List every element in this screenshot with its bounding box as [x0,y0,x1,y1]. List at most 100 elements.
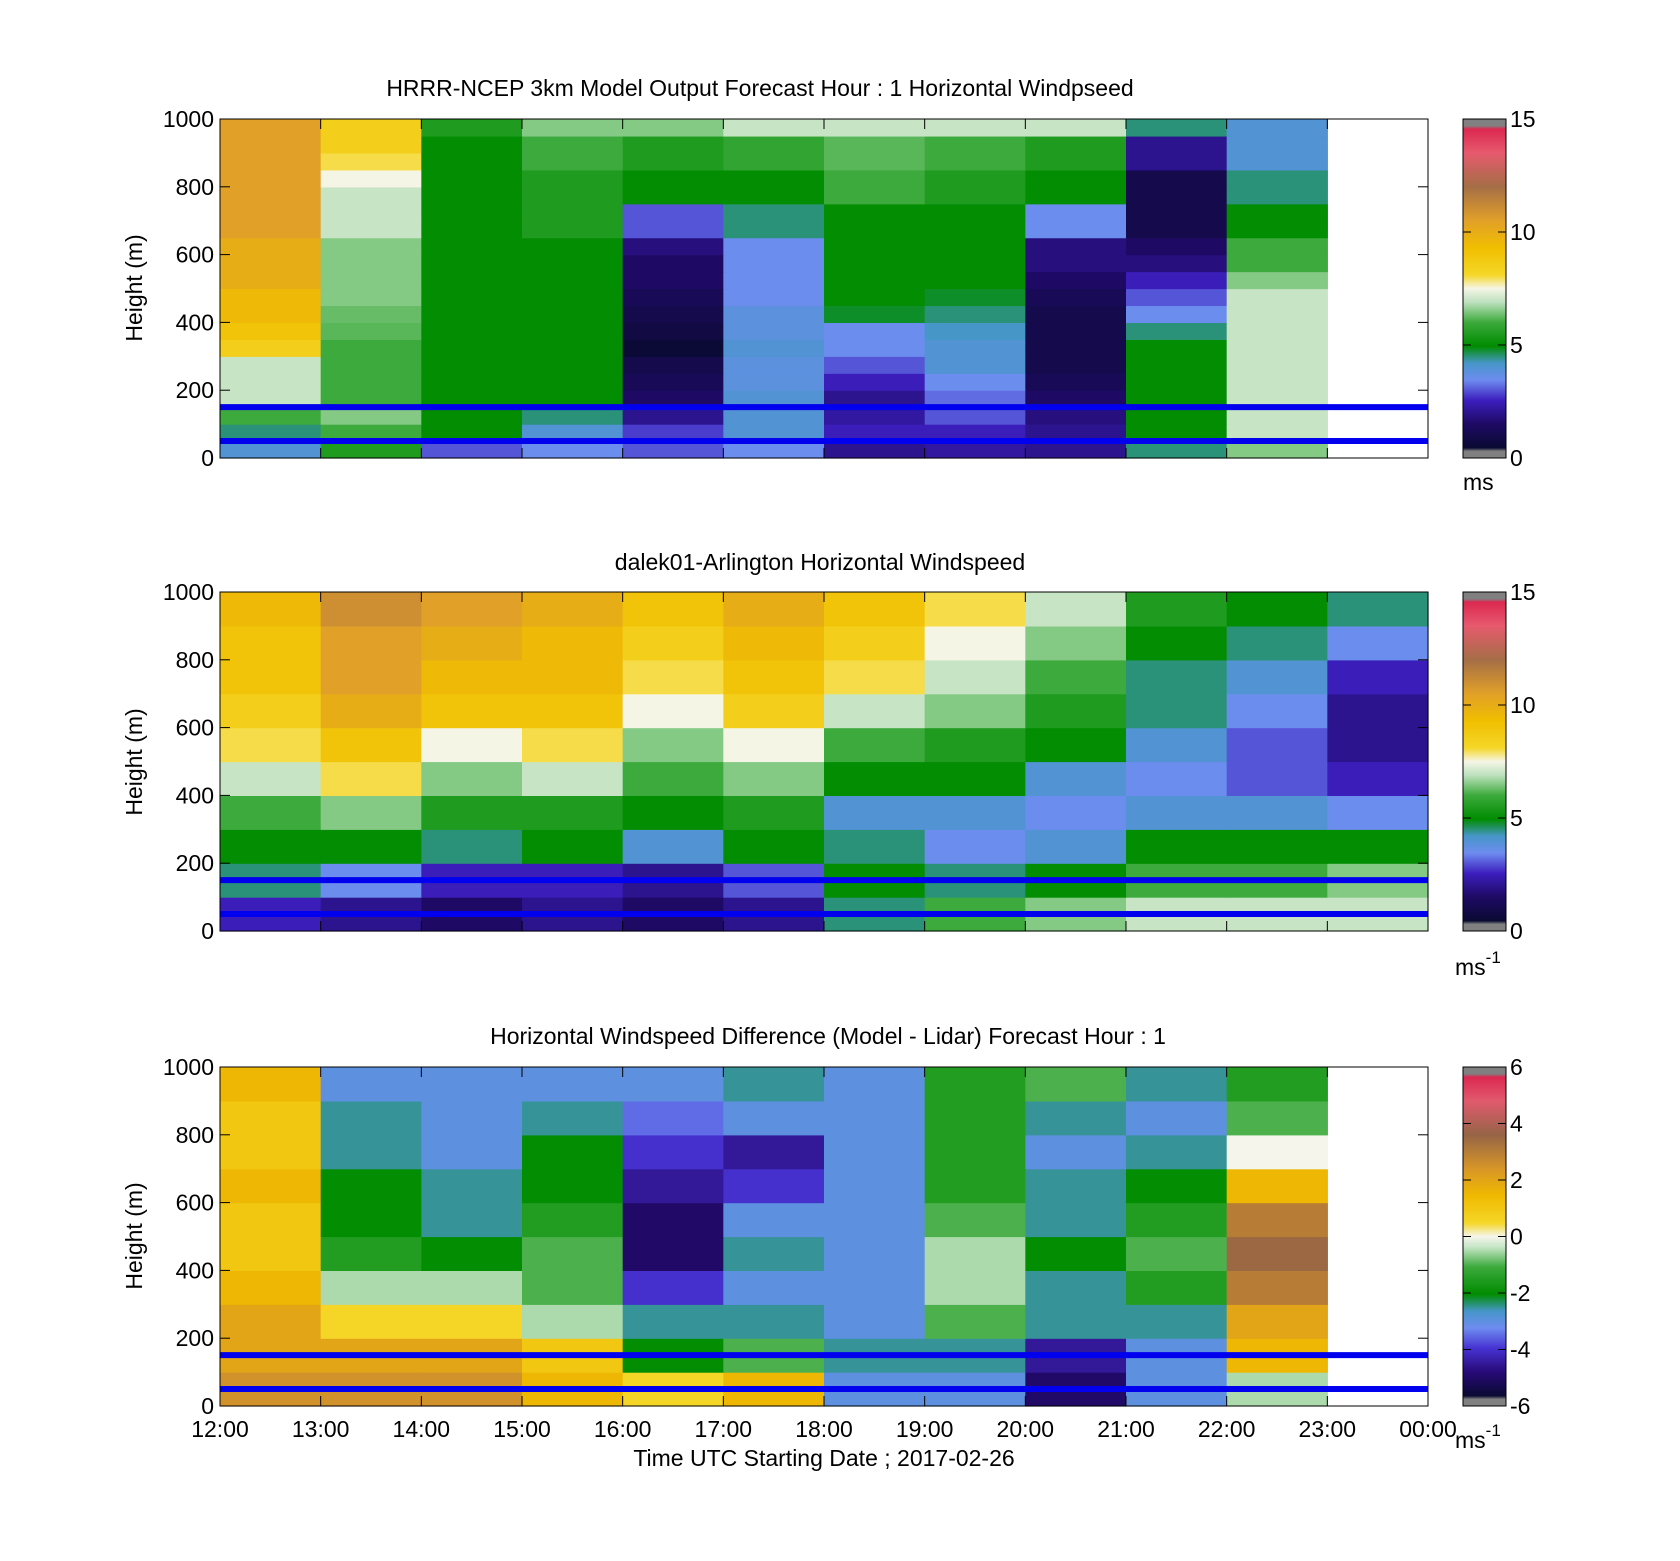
heatmap-cell [824,1134,926,1170]
heatmap-cell [723,288,825,307]
heatmap-cell [1226,237,1328,256]
heatmap-cell [824,659,926,695]
heatmap-cell [622,271,724,290]
heatmap-cell [421,424,523,442]
heatmap-cell [220,305,322,323]
x-tick-label: 22:00 [1198,1416,1256,1442]
heatmap-cell [1025,424,1127,442]
heatmap-cell [220,727,322,763]
panel-title: dalek01-Arlington Horizontal Windspeed [615,549,1025,575]
heatmap-cell [522,625,624,661]
heatmap-cell [824,390,926,408]
heatmap-cell [421,254,523,273]
heatmap-cell [1226,659,1328,695]
y-tick-label: 200 [176,1325,214,1351]
heatmap-cell [824,373,926,391]
heatmap-cell [723,135,825,154]
heatmap-cell [924,322,1026,340]
heatmap-cell [924,795,1026,830]
heatmap-cell [1025,659,1127,695]
heatmap-cell [1025,119,1127,137]
heatmap-cell [421,829,523,864]
heatmap-cell [924,288,1026,307]
heatmap-cell [1025,693,1127,729]
colorbar-tick-label: -4 [1510,1337,1531,1363]
heatmap-cell [220,625,322,661]
heatmap-cell [1126,1236,1228,1271]
heatmap-cell [622,761,724,796]
heatmap-cell [723,1168,825,1204]
heatmap-cell [824,119,926,137]
heatmap-cell [522,1067,624,1102]
colorbar-tick-label: 5 [1510,805,1523,831]
heatmap-cell [320,1100,422,1136]
colorbar-unit-text: ms [1463,469,1494,495]
heatmap-cell [522,1168,624,1204]
heatmap-cell [1025,356,1127,374]
heatmap-cell [622,288,724,307]
heatmap-cell [522,1236,624,1271]
heatmap-cell [824,795,926,830]
heatmap-cell [320,407,422,425]
heatmap-cell [1327,693,1429,729]
heatmap-cell [1226,1270,1328,1305]
heatmap-cells [220,119,1328,459]
heatmap-cell [220,254,322,273]
heatmap-cell [723,373,825,391]
heatmap-cell [1226,761,1328,796]
heatmap-cells [220,1067,1328,1407]
heatmap-cell [1126,1270,1228,1305]
colorbar-tick-label: 10 [1510,692,1536,718]
heatmap-cell [522,271,624,290]
heatmap-cell [723,727,825,763]
heatmap-cell [220,152,322,171]
heatmap-cell [723,390,825,408]
heatmap-cell [1025,271,1127,290]
heatmap-cell [1327,727,1429,763]
heatmap-cell [1126,373,1228,391]
heatmap-cell [824,424,926,442]
heatmap-cell [320,659,422,695]
heatmap-cell [1126,795,1228,830]
heatmap-cell [723,1236,825,1271]
colorbar-unit: ms [1463,469,1494,495]
heatmap-cell [220,119,322,137]
heatmap-cell [1126,119,1228,137]
heatmap-cell [1025,322,1127,340]
heatmap-cell [320,727,422,763]
heatmap-cell [924,625,1026,661]
heatmap-cell [320,322,422,340]
heatmap-cell [924,1236,1026,1271]
heatmap-cell [1126,1100,1228,1136]
heatmap-cell [421,795,523,830]
heatmap-cell [824,169,926,188]
colorbar-tick-label: 2 [1510,1167,1523,1193]
heatmap-cell [723,356,825,374]
heatmap-cell [622,407,724,425]
heatmap-cell [220,186,322,205]
heatmap-cell [522,356,624,374]
heatmap-cell [1226,271,1328,290]
heatmap-cell [522,305,624,323]
heatmap-cell [522,152,624,171]
heatmap-cell [220,1100,322,1136]
heatmap-cell [220,271,322,290]
heatmap-cell [522,169,624,188]
heatmap-cell [1126,271,1228,290]
heatmap-cell [924,119,1026,137]
heatmap-cell [723,1134,825,1170]
heatmap-cell [622,152,724,171]
heatmap-cell [421,761,523,796]
heatmap-cell [1327,659,1429,695]
heatmap-cell [622,390,724,408]
heatmap-cell [622,1236,724,1271]
colorbar-tick-label: 0 [1510,1224,1523,1250]
heatmap-cell [320,1134,422,1170]
heatmap-cell [421,1067,523,1102]
heatmap-cell [1025,339,1127,357]
heatmap-cell [320,237,422,256]
heatmap-cell [522,659,624,695]
heatmap-cell [622,441,724,459]
heatmap-cell [522,203,624,222]
